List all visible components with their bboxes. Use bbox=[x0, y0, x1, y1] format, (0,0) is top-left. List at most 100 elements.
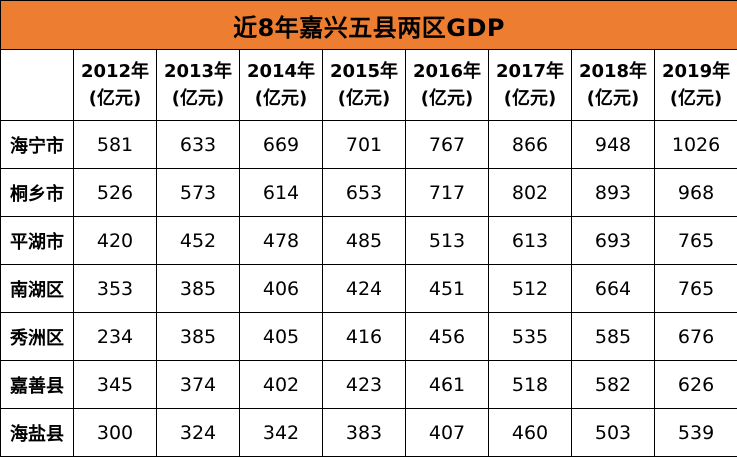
header-cell: 2013年(亿元) bbox=[157, 50, 240, 121]
gdp-value-cell: 633 bbox=[157, 121, 240, 169]
gdp-value-cell: 518 bbox=[489, 361, 572, 409]
header-year: 2014年 bbox=[240, 58, 322, 85]
header-unit: (亿元) bbox=[655, 85, 737, 112]
gdp-value-cell: 456 bbox=[406, 313, 489, 361]
gdp-value-cell: 452 bbox=[157, 217, 240, 265]
gdp-value-cell: 402 bbox=[240, 361, 323, 409]
gdp-value-cell: 407 bbox=[406, 409, 489, 457]
header-cell: 2016年(亿元) bbox=[406, 50, 489, 121]
gdp-value-cell: 767 bbox=[406, 121, 489, 169]
gdp-value-cell: 535 bbox=[489, 313, 572, 361]
gdp-value-cell: 653 bbox=[323, 169, 406, 217]
gdp-value-cell: 423 bbox=[323, 361, 406, 409]
row-label: 南湖区 bbox=[1, 265, 74, 313]
gdp-value-cell: 581 bbox=[74, 121, 157, 169]
gdp-value-cell: 461 bbox=[406, 361, 489, 409]
header-unit: (亿元) bbox=[74, 85, 156, 112]
row-label: 海宁市 bbox=[1, 121, 74, 169]
gdp-value-cell: 573 bbox=[157, 169, 240, 217]
header-cell: 2019年(亿元) bbox=[655, 50, 737, 121]
row-label: 海盐县 bbox=[1, 409, 74, 457]
header-year: 2018年 bbox=[572, 58, 654, 85]
gdp-value-cell: 451 bbox=[406, 265, 489, 313]
header-year: 2017年 bbox=[489, 58, 571, 85]
header-cell: 2014年(亿元) bbox=[240, 50, 323, 121]
gdp-value-cell: 968 bbox=[655, 169, 737, 217]
header-year: 2019年 bbox=[655, 58, 737, 85]
gdp-value-cell: 424 bbox=[323, 265, 406, 313]
gdp-value-cell: 582 bbox=[572, 361, 655, 409]
header-cell: 2018年(亿元) bbox=[572, 50, 655, 121]
gdp-value-cell: 478 bbox=[240, 217, 323, 265]
gdp-value-cell: 676 bbox=[655, 313, 737, 361]
corner-cell bbox=[1, 50, 74, 121]
header-year: 2013年 bbox=[157, 58, 239, 85]
gdp-value-cell: 324 bbox=[157, 409, 240, 457]
gdp-value-cell: 300 bbox=[74, 409, 157, 457]
gdp-value-cell: 526 bbox=[74, 169, 157, 217]
gdp-value-cell: 893 bbox=[572, 169, 655, 217]
header-unit: (亿元) bbox=[489, 85, 571, 112]
row-label: 桐乡市 bbox=[1, 169, 74, 217]
header-row: 2012年(亿元) 2013年(亿元) 2014年(亿元) 2015年(亿元) … bbox=[1, 50, 737, 121]
gdp-value-cell: 485 bbox=[323, 217, 406, 265]
header-unit: (亿元) bbox=[572, 85, 654, 112]
header-unit: (亿元) bbox=[157, 85, 239, 112]
header-unit: (亿元) bbox=[323, 85, 405, 112]
gdp-value-cell: 669 bbox=[240, 121, 323, 169]
gdp-value-cell: 614 bbox=[240, 169, 323, 217]
gdp-value-cell: 374 bbox=[157, 361, 240, 409]
header-year: 2015年 bbox=[323, 58, 405, 85]
header-cell: 2012年(亿元) bbox=[74, 50, 157, 121]
header-unit: (亿元) bbox=[240, 85, 322, 112]
gdp-value-cell: 420 bbox=[74, 217, 157, 265]
gdp-value-cell: 717 bbox=[406, 169, 489, 217]
gdp-value-cell: 513 bbox=[406, 217, 489, 265]
gdp-value-cell: 948 bbox=[572, 121, 655, 169]
gdp-value-cell: 701 bbox=[323, 121, 406, 169]
gdp-value-cell: 626 bbox=[655, 361, 737, 409]
table-title-text: 近8年嘉兴五县两区GDP bbox=[233, 14, 505, 42]
gdp-value-cell: 416 bbox=[323, 313, 406, 361]
header-year: 2016年 bbox=[406, 58, 488, 85]
gdp-value-cell: 383 bbox=[323, 409, 406, 457]
gdp-value-cell: 613 bbox=[489, 217, 572, 265]
row-label: 嘉善县 bbox=[1, 361, 74, 409]
gdp-value-cell: 406 bbox=[240, 265, 323, 313]
row-label: 平湖市 bbox=[1, 217, 74, 265]
row-label: 秀洲区 bbox=[1, 313, 74, 361]
header-cell: 2015年(亿元) bbox=[323, 50, 406, 121]
gdp-value-cell: 585 bbox=[572, 313, 655, 361]
gdp-value-cell: 765 bbox=[655, 265, 737, 313]
gdp-value-cell: 345 bbox=[74, 361, 157, 409]
gdp-value-cell: 512 bbox=[489, 265, 572, 313]
gdp-value-cell: 503 bbox=[572, 409, 655, 457]
gdp-value-cell: 693 bbox=[572, 217, 655, 265]
gdp-value-cell: 1026 bbox=[655, 121, 737, 169]
header-year: 2012年 bbox=[74, 58, 156, 85]
gdp-value-cell: 385 bbox=[157, 313, 240, 361]
gdp-value-cell: 539 bbox=[655, 409, 737, 457]
table-title: 近8年嘉兴五县两区GDP bbox=[1, 1, 737, 50]
gdp-value-cell: 460 bbox=[489, 409, 572, 457]
title-row: 近8年嘉兴五县两区GDP bbox=[1, 1, 737, 50]
gdp-value-cell: 664 bbox=[572, 265, 655, 313]
header-unit: (亿元) bbox=[406, 85, 488, 112]
gdp-value-cell: 234 bbox=[74, 313, 157, 361]
gdp-value-cell: 385 bbox=[157, 265, 240, 313]
gdp-value-cell: 405 bbox=[240, 313, 323, 361]
header-cell: 2017年(亿元) bbox=[489, 50, 572, 121]
gdp-value-cell: 353 bbox=[74, 265, 157, 313]
gdp-value-cell: 342 bbox=[240, 409, 323, 457]
gdp-value-cell: 802 bbox=[489, 169, 572, 217]
gdp-value-cell: 866 bbox=[489, 121, 572, 169]
